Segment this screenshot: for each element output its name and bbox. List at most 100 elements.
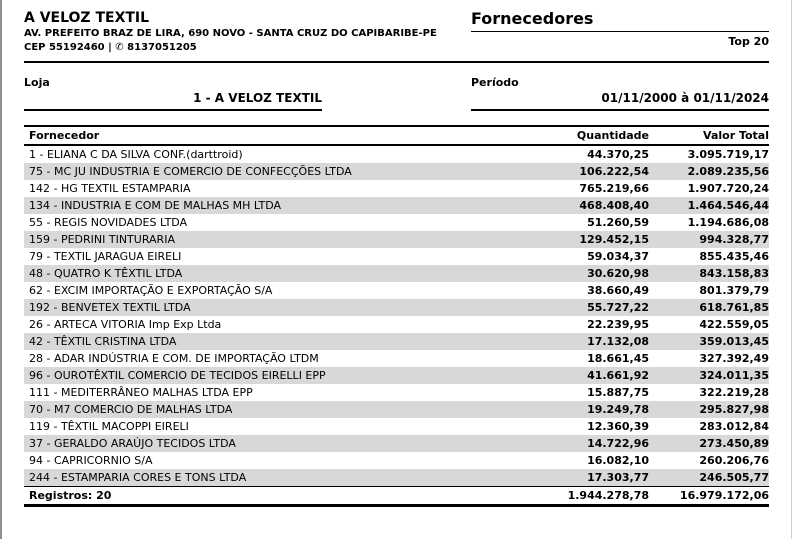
supplier-quantidade: 17.303,77 — [587, 471, 649, 484]
supplier-quantidade: 51.260,59 — [587, 216, 649, 229]
supplier-valor-total: 3.095.719,17 — [687, 148, 769, 161]
supplier-valor-total: 246.505,77 — [699, 471, 769, 484]
supplier-quantidade: 14.722,96 — [587, 437, 649, 450]
table-row: 111 - MEDITERRÂNEO MALHAS LTDA EPP 15.88… — [24, 384, 769, 401]
supplier-quantidade: 16.082,10 — [587, 454, 649, 467]
supplier-name: 79 - TEXTIL JARAGUA EIRELI — [29, 250, 182, 263]
supplier-name: 26 - ARTECA VITORIA Imp Exp Ltda — [29, 318, 222, 331]
company-cep: CEP 55192460 — [24, 42, 105, 53]
supplier-name: 96 - OUROTÊXTIL COMERCIO DE TECIDOS EIRE… — [29, 369, 326, 382]
table-row: 37 - GERALDO ARAÚJO TECIDOS LTDA 14.722,… — [24, 435, 769, 452]
supplier-valor-total: 283.012,84 — [699, 420, 769, 433]
table-row: 28 - ADAR INDÚSTRIA E COM. DE IMPORTAÇÃO… — [24, 350, 769, 367]
periodo-value: 01/11/2000 à 01/11/2024 — [601, 91, 769, 105]
supplier-name: 111 - MEDITERRÂNEO MALHAS LTDA EPP — [29, 386, 253, 399]
table-row: 70 - M7 COMERCIO DE MALHAS LTDA 19.249,7… — [24, 401, 769, 418]
supplier-valor-total: 327.392,49 — [699, 352, 769, 365]
supplier-quantidade: 129.452,15 — [579, 233, 649, 246]
table-body: 1 - ELIANA C DA SILVA CONF.(darttroid) 4… — [24, 146, 769, 486]
suppliers-table: Fornecedor Quantidade Valor Total 1 - EL… — [24, 125, 769, 507]
supplier-quantidade: 38.660,49 — [587, 284, 649, 297]
supplier-valor-total: 295.827,98 — [699, 403, 769, 416]
table-row: 159 - PEDRINI TINTURARIA 129.452,15 994.… — [24, 231, 769, 248]
supplier-valor-total: 2.089.235,56 — [687, 165, 769, 178]
table-row: 42 - TÊXTIL CRISTINA LTDA 17.132,08 359.… — [24, 333, 769, 350]
company-info: A VELOZ TEXTIL AV. PREFEITO BRAZ DE LIRA… — [24, 9, 464, 55]
supplier-quantidade: 30.620,98 — [587, 267, 649, 280]
loja-value: 1 - A VELOZ TEXTIL — [193, 91, 322, 105]
table-row: 48 - QUATRO K TÊXTIL LTDA 30.620,98 843.… — [24, 265, 769, 282]
table-row: 62 - EXCIM IMPORTAÇÃO E EXPORTAÇÃO S/A 3… — [24, 282, 769, 299]
supplier-quantidade: 22.239,95 — [587, 318, 649, 331]
total-valor: 16.979.172,06 — [679, 489, 769, 502]
supplier-quantidade: 106.222,54 — [579, 165, 649, 178]
report-subtitle: Top 20 — [728, 35, 769, 48]
filter-section: Loja 1 - A VELOZ TEXTIL Período 01/11/20… — [2, 63, 791, 111]
table-row: 94 - CAPRICORNIO S/A 16.082,10 260.206,7… — [24, 452, 769, 469]
table-header-row: Fornecedor Quantidade Valor Total — [24, 125, 769, 146]
supplier-valor-total: 618.761,85 — [699, 301, 769, 314]
supplier-name: 244 - ESTAMPARIA CORES E TONS LTDA — [29, 471, 247, 484]
header-divider — [24, 61, 769, 63]
table-footer-row: Registros: 20 1.944.278,78 16.979.172,06 — [24, 486, 769, 507]
table-row: 26 - ARTECA VITORIA Imp Exp Ltda 22.239,… — [24, 316, 769, 333]
table-row: 142 - HG TEXTIL ESTAMPARIA 765.219,66 1.… — [24, 180, 769, 197]
report-title-block: Fornecedores Top 20 — [471, 9, 769, 55]
table-row: 134 - INDUSTRIA E COM DE MALHAS MH LTDA … — [24, 197, 769, 214]
report-header: A VELOZ TEXTIL AV. PREFEITO BRAZ DE LIRA… — [2, 0, 791, 55]
supplier-quantidade: 19.249,78 — [587, 403, 649, 416]
supplier-name: 159 - PEDRINI TINTURARIA — [29, 233, 175, 246]
supplier-name: 37 - GERALDO ARAÚJO TECIDOS LTDA — [29, 437, 236, 450]
supplier-quantidade: 18.661,45 — [587, 352, 649, 365]
registros-count: Registros: 20 — [29, 489, 112, 502]
supplier-valor-total: 260.206,76 — [699, 454, 769, 467]
loja-label: Loja — [24, 76, 50, 89]
supplier-name: 94 - CAPRICORNIO S/A — [29, 454, 153, 467]
supplier-valor-total: 273.450,89 — [699, 437, 769, 450]
supplier-quantidade: 44.370,25 — [587, 148, 649, 161]
supplier-name: 1 - ELIANA C DA SILVA CONF.(darttroid) — [29, 148, 243, 161]
supplier-valor-total: 843.158,83 — [699, 267, 769, 280]
supplier-valor-total: 1.194.686,08 — [687, 216, 769, 229]
supplier-valor-total: 801.379,79 — [699, 284, 769, 297]
supplier-name: 55 - REGIS NOVIDADES LTDA — [29, 216, 188, 229]
table-row: 79 - TEXTIL JARAGUA EIRELI 59.034,37 855… — [24, 248, 769, 265]
supplier-valor-total: 359.013,45 — [699, 335, 769, 348]
page-title: Fornecedores — [471, 9, 769, 32]
supplier-valor-total: 1.907.720,24 — [687, 182, 769, 195]
supplier-quantidade: 765.219,66 — [579, 182, 649, 195]
table-row: 244 - ESTAMPARIA CORES E TONS LTDA 17.30… — [24, 469, 769, 486]
supplier-name: 28 - ADAR INDÚSTRIA E COM. DE IMPORTAÇÃO… — [29, 352, 319, 365]
table-row: 55 - REGIS NOVIDADES LTDA 51.260,59 1.19… — [24, 214, 769, 231]
company-contact: CEP 55192460 | ✆ 8137051205 — [24, 41, 464, 55]
periodo-label: Período — [471, 76, 519, 89]
supplier-name: 70 - M7 COMERCIO DE MALHAS LTDA — [29, 403, 233, 416]
table-row: 75 - MC JU INDUSTRIA E COMERCIO DE CONFE… — [24, 163, 769, 180]
supplier-name: 42 - TÊXTIL CRISTINA LTDA — [29, 335, 177, 348]
supplier-quantidade: 12.360,39 — [587, 420, 649, 433]
col-header-fornecedor: Fornecedor — [29, 129, 100, 142]
table-row: 1 - ELIANA C DA SILVA CONF.(darttroid) 4… — [24, 146, 769, 163]
contact-separator: | — [108, 42, 112, 53]
supplier-valor-total: 855.435,46 — [699, 250, 769, 263]
table-row: 192 - BENVETEX TEXTIL LTDA 55.727,22 618… — [24, 299, 769, 316]
supplier-name: 134 - INDUSTRIA E COM DE MALHAS MH LTDA — [29, 199, 282, 212]
supplier-valor-total: 322.219,28 — [699, 386, 769, 399]
supplier-name: 62 - EXCIM IMPORTAÇÃO E EXPORTAÇÃO S/A — [29, 284, 273, 297]
table-row: 96 - OUROTÊXTIL COMERCIO DE TECIDOS EIRE… — [24, 367, 769, 384]
supplier-quantidade: 468.408,40 — [579, 199, 649, 212]
total-quantidade: 1.944.278,78 — [567, 489, 649, 502]
supplier-name: 75 - MC JU INDUSTRIA E COMERCIO DE CONFE… — [29, 165, 352, 178]
supplier-quantidade: 55.727,22 — [587, 301, 649, 314]
supplier-valor-total: 994.328,77 — [699, 233, 769, 246]
company-phone: 8137051205 — [127, 42, 197, 53]
loja-filter: Loja 1 - A VELOZ TEXTIL — [24, 75, 322, 111]
table-row: 119 - TÊXTIL MACOPPI EIRELI 12.360,39 28… — [24, 418, 769, 435]
col-header-valor-total: Valor Total — [703, 129, 769, 142]
supplier-quantidade: 41.661,92 — [587, 369, 649, 382]
col-header-quantidade: Quantidade — [576, 129, 649, 142]
supplier-valor-total: 324.011,35 — [699, 369, 769, 382]
supplier-quantidade: 17.132,08 — [587, 335, 649, 348]
company-address: AV. PREFEITO BRAZ DE LIRA, 690 NOVO - SA… — [24, 28, 437, 39]
